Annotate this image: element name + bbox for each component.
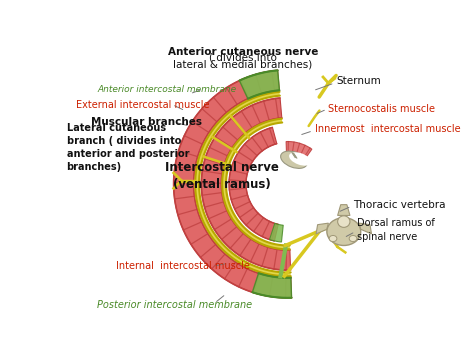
Text: Posterior intercostal membrane: Posterior intercostal membrane (97, 300, 252, 310)
Text: External intercostal muscle: External intercostal muscle (76, 100, 210, 110)
Polygon shape (270, 223, 283, 242)
Polygon shape (239, 70, 279, 99)
Text: Muscular branches: Muscular branches (91, 117, 202, 127)
Ellipse shape (281, 151, 307, 168)
Text: Internal  intercostal muscle: Internal intercostal muscle (116, 261, 250, 271)
Text: Sternum: Sternum (336, 77, 381, 87)
Polygon shape (252, 273, 292, 298)
Text: Lateral cutaneous
branch ( divides into
anterior and posterior
branches): Lateral cutaneous branch ( divides into … (66, 123, 189, 173)
Polygon shape (286, 141, 312, 162)
Polygon shape (359, 223, 372, 234)
Ellipse shape (289, 152, 311, 166)
Text: Intercostal nerve
(vental ramus): Intercostal nerve (vental ramus) (165, 161, 279, 191)
Ellipse shape (349, 236, 357, 242)
Polygon shape (229, 127, 278, 241)
Polygon shape (316, 223, 328, 234)
Text: Dorsal ramus of
spinal nerve: Dorsal ramus of spinal nerve (357, 218, 435, 242)
Polygon shape (173, 70, 292, 298)
Text: Anterior intercostal membrane: Anterior intercostal membrane (97, 84, 237, 94)
Text: ( divides into: ( divides into (209, 53, 277, 63)
Text: Anterior cutaneous nerve: Anterior cutaneous nerve (168, 47, 318, 57)
Polygon shape (201, 98, 291, 270)
Ellipse shape (327, 218, 361, 246)
Ellipse shape (329, 236, 337, 242)
Polygon shape (195, 92, 291, 276)
Text: Thoracic vertebra: Thoracic vertebra (353, 200, 446, 210)
Text: Innermost  intercostal muscle: Innermost intercostal muscle (315, 124, 460, 134)
Text: Sternocostalis muscle: Sternocostalis muscle (328, 104, 436, 114)
Polygon shape (222, 118, 290, 249)
Text: lateral & medial branches): lateral & medial branches) (173, 59, 312, 69)
Ellipse shape (337, 216, 350, 227)
Polygon shape (337, 205, 350, 216)
